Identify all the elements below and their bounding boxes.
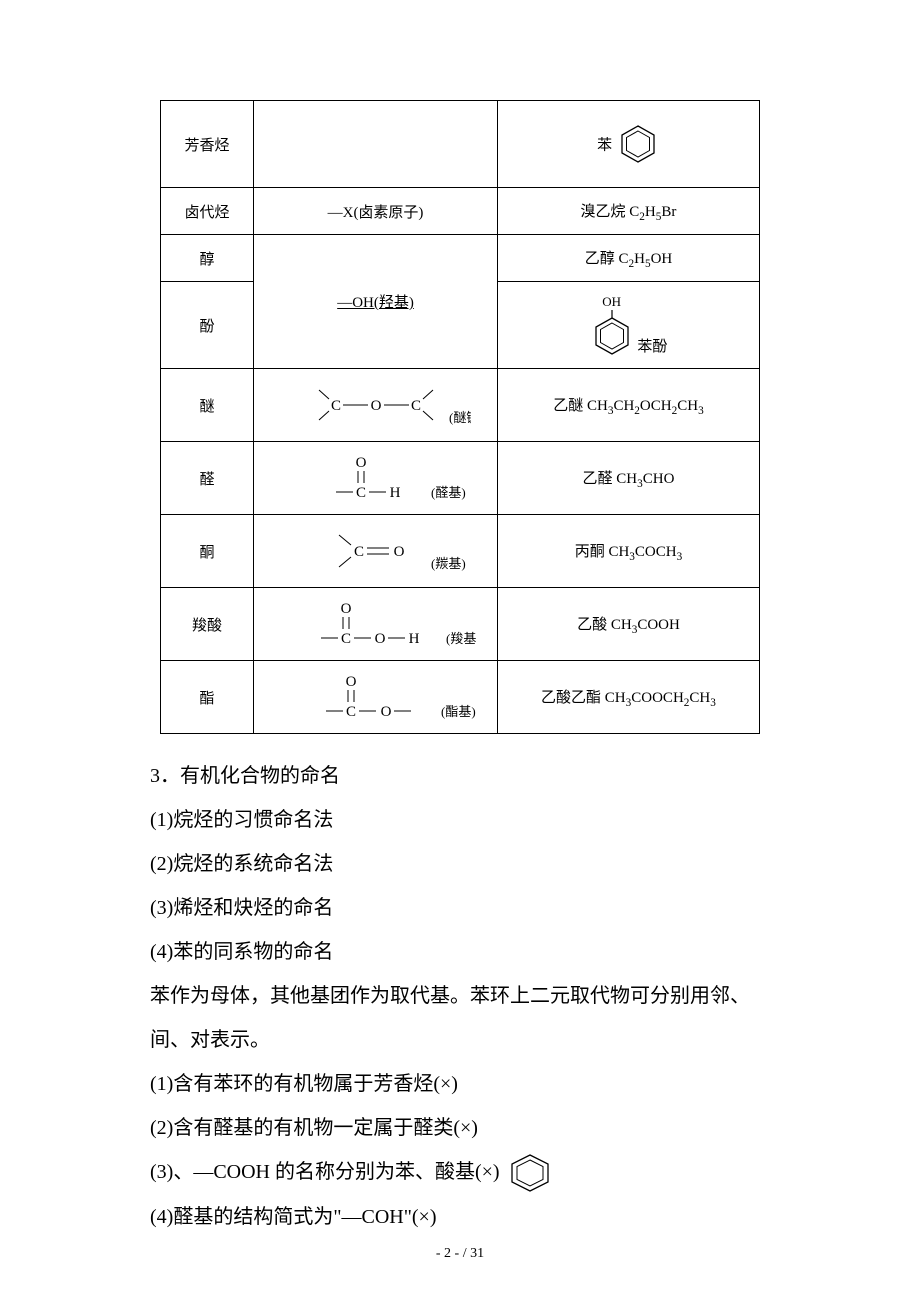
svg-text:O: O <box>393 544 404 560</box>
ether-group-icon: C O C (醚键) <box>281 382 471 428</box>
class-label: 醇 <box>161 235 254 282</box>
functional-group <box>254 101 498 188</box>
ester-group-icon: O C O (酯基) <box>276 672 476 722</box>
table-row: 醇 —OH(羟基) 乙醇 C2H5OH <box>161 235 760 282</box>
table-row: 醚 C O C (醚键) 乙醚 CH3CH2OCH2CH3 <box>161 369 760 442</box>
svg-text:C: C <box>411 398 421 414</box>
class-label: 芳香烃 <box>161 101 254 188</box>
table-row: 芳香烃 苯 <box>161 101 760 188</box>
acid-group-icon: O C O H (羧基) <box>276 599 476 649</box>
statement: (1)含有苯环的有机物属于芳香烃(×) <box>150 1062 770 1106</box>
section-heading: 3．有机化合物的命名 <box>150 754 770 798</box>
functional-group: O C H (醛基) <box>254 442 498 515</box>
example-cell: 乙醇 C2H5OH <box>497 235 759 282</box>
table-row: 羧酸 O C O H (羧基) 乙酸 CH3COOH <box>161 588 760 661</box>
statement: (2)含有醛基的有机物一定属于醛类(×) <box>150 1106 770 1150</box>
class-label: 醛 <box>161 442 254 515</box>
benzene-icon <box>616 122 660 166</box>
page-footer: - 2 - / 31 <box>120 1246 800 1262</box>
functional-group: O C O H (羧基) <box>254 588 498 661</box>
svg-text:O: O <box>340 601 351 617</box>
example-cell: 乙醚 CH3CH2OCH2CH3 <box>497 369 759 442</box>
svg-text:O: O <box>380 704 391 720</box>
svg-text:C: C <box>331 398 341 414</box>
example-cell: 乙醛 CH3CHO <box>497 442 759 515</box>
table-row: 醛 O C H (醛基) 乙醛 CH3CHO <box>161 442 760 515</box>
example-text: 苯酚 <box>637 339 667 355</box>
table-row: 酯 O C O (酯基) 乙酸乙酯 CH3COOCH2CH3 <box>161 661 760 734</box>
svg-text:O: O <box>374 631 385 647</box>
example-cell: 乙酸乙酯 CH3COOCH2CH3 <box>497 661 759 734</box>
functional-group: —X(卤素原子) <box>254 188 498 235</box>
body-text: 3．有机化合物的命名 (1)烷烃的习惯命名法 (2)烷烃的系统命名法 (3)烯烃… <box>150 754 770 1239</box>
functional-group: C O (羰基) <box>254 515 498 588</box>
list-item: (2)烷烃的系统命名法 <box>150 842 770 886</box>
svg-text:(羰基): (羰基) <box>431 556 466 571</box>
example-cell: 溴乙烷 C2H5Br <box>497 188 759 235</box>
class-label: 醚 <box>161 369 254 442</box>
statement: (4)醛基的结构简式为"—COH"(×) <box>150 1195 770 1239</box>
svg-text:O: O <box>355 455 366 471</box>
example-cell: OH 苯酚 <box>497 282 759 369</box>
group-text: —OH(羟基) <box>337 295 414 311</box>
statement-text: (3)、—COOH 的名称分别为苯、酸基(×) <box>150 1161 500 1183</box>
svg-text:C: C <box>356 485 366 501</box>
svg-text:C: C <box>341 631 351 647</box>
functional-group: —OH(羟基) <box>254 235 498 369</box>
svg-text:H: H <box>408 631 419 647</box>
svg-text:(酯基): (酯基) <box>441 704 476 719</box>
example-text: 苯 <box>597 138 612 154</box>
statement: (3)、—COOH 的名称分别为苯、酸基(×) <box>150 1150 770 1195</box>
svg-text:C: C <box>346 704 356 720</box>
oh-label: OH <box>590 295 634 308</box>
list-item: (4)苯的同系物的命名 <box>150 930 770 974</box>
benzene-icon <box>505 1151 555 1195</box>
list-item: (3)烯烃和炔烃的命名 <box>150 886 770 930</box>
functional-group: C O C (醚键) <box>254 369 498 442</box>
svg-text:O: O <box>345 674 356 690</box>
list-item: (1)烷烃的习惯命名法 <box>150 798 770 842</box>
svg-text:(羧基): (羧基) <box>446 631 476 646</box>
class-label: 酯 <box>161 661 254 734</box>
paragraph: 苯作为母体，其他基团作为取代基。苯环上二元取代物可分别用邻、间、对表示。 <box>150 974 770 1062</box>
class-label: 卤代烃 <box>161 188 254 235</box>
svg-text:C: C <box>354 544 364 560</box>
example-cell: 丙酮 CH3COCH3 <box>497 515 759 588</box>
class-label: 羧酸 <box>161 588 254 661</box>
example-cell: 苯 <box>497 101 759 188</box>
table-row: 酮 C O (羰基) 丙酮 CH3COCH3 <box>161 515 760 588</box>
svg-text:H: H <box>389 485 400 501</box>
phenol-icon <box>590 308 634 356</box>
organic-classes-table: 芳香烃 苯 卤代烃 —X(卤素原子) 溴乙烷 C2H5Br 醇 —OH( <box>160 100 760 734</box>
table-row: 卤代烃 —X(卤素原子) 溴乙烷 C2H5Br <box>161 188 760 235</box>
class-label: 酮 <box>161 515 254 588</box>
svg-text:(醛基): (醛基) <box>431 485 466 500</box>
example-cell: 乙酸 CH3COOH <box>497 588 759 661</box>
page: 芳香烃 苯 卤代烃 —X(卤素原子) 溴乙烷 C2H5Br 醇 —OH( <box>0 0 920 1302</box>
class-label: 酚 <box>161 282 254 369</box>
ketone-group-icon: C O (羰基) <box>281 528 471 574</box>
aldehyde-group-icon: O C H (醛基) <box>281 453 471 503</box>
svg-text:(醚键): (醚键) <box>449 410 471 425</box>
functional-group: O C O (酯基) <box>254 661 498 734</box>
svg-text:O: O <box>370 398 381 414</box>
